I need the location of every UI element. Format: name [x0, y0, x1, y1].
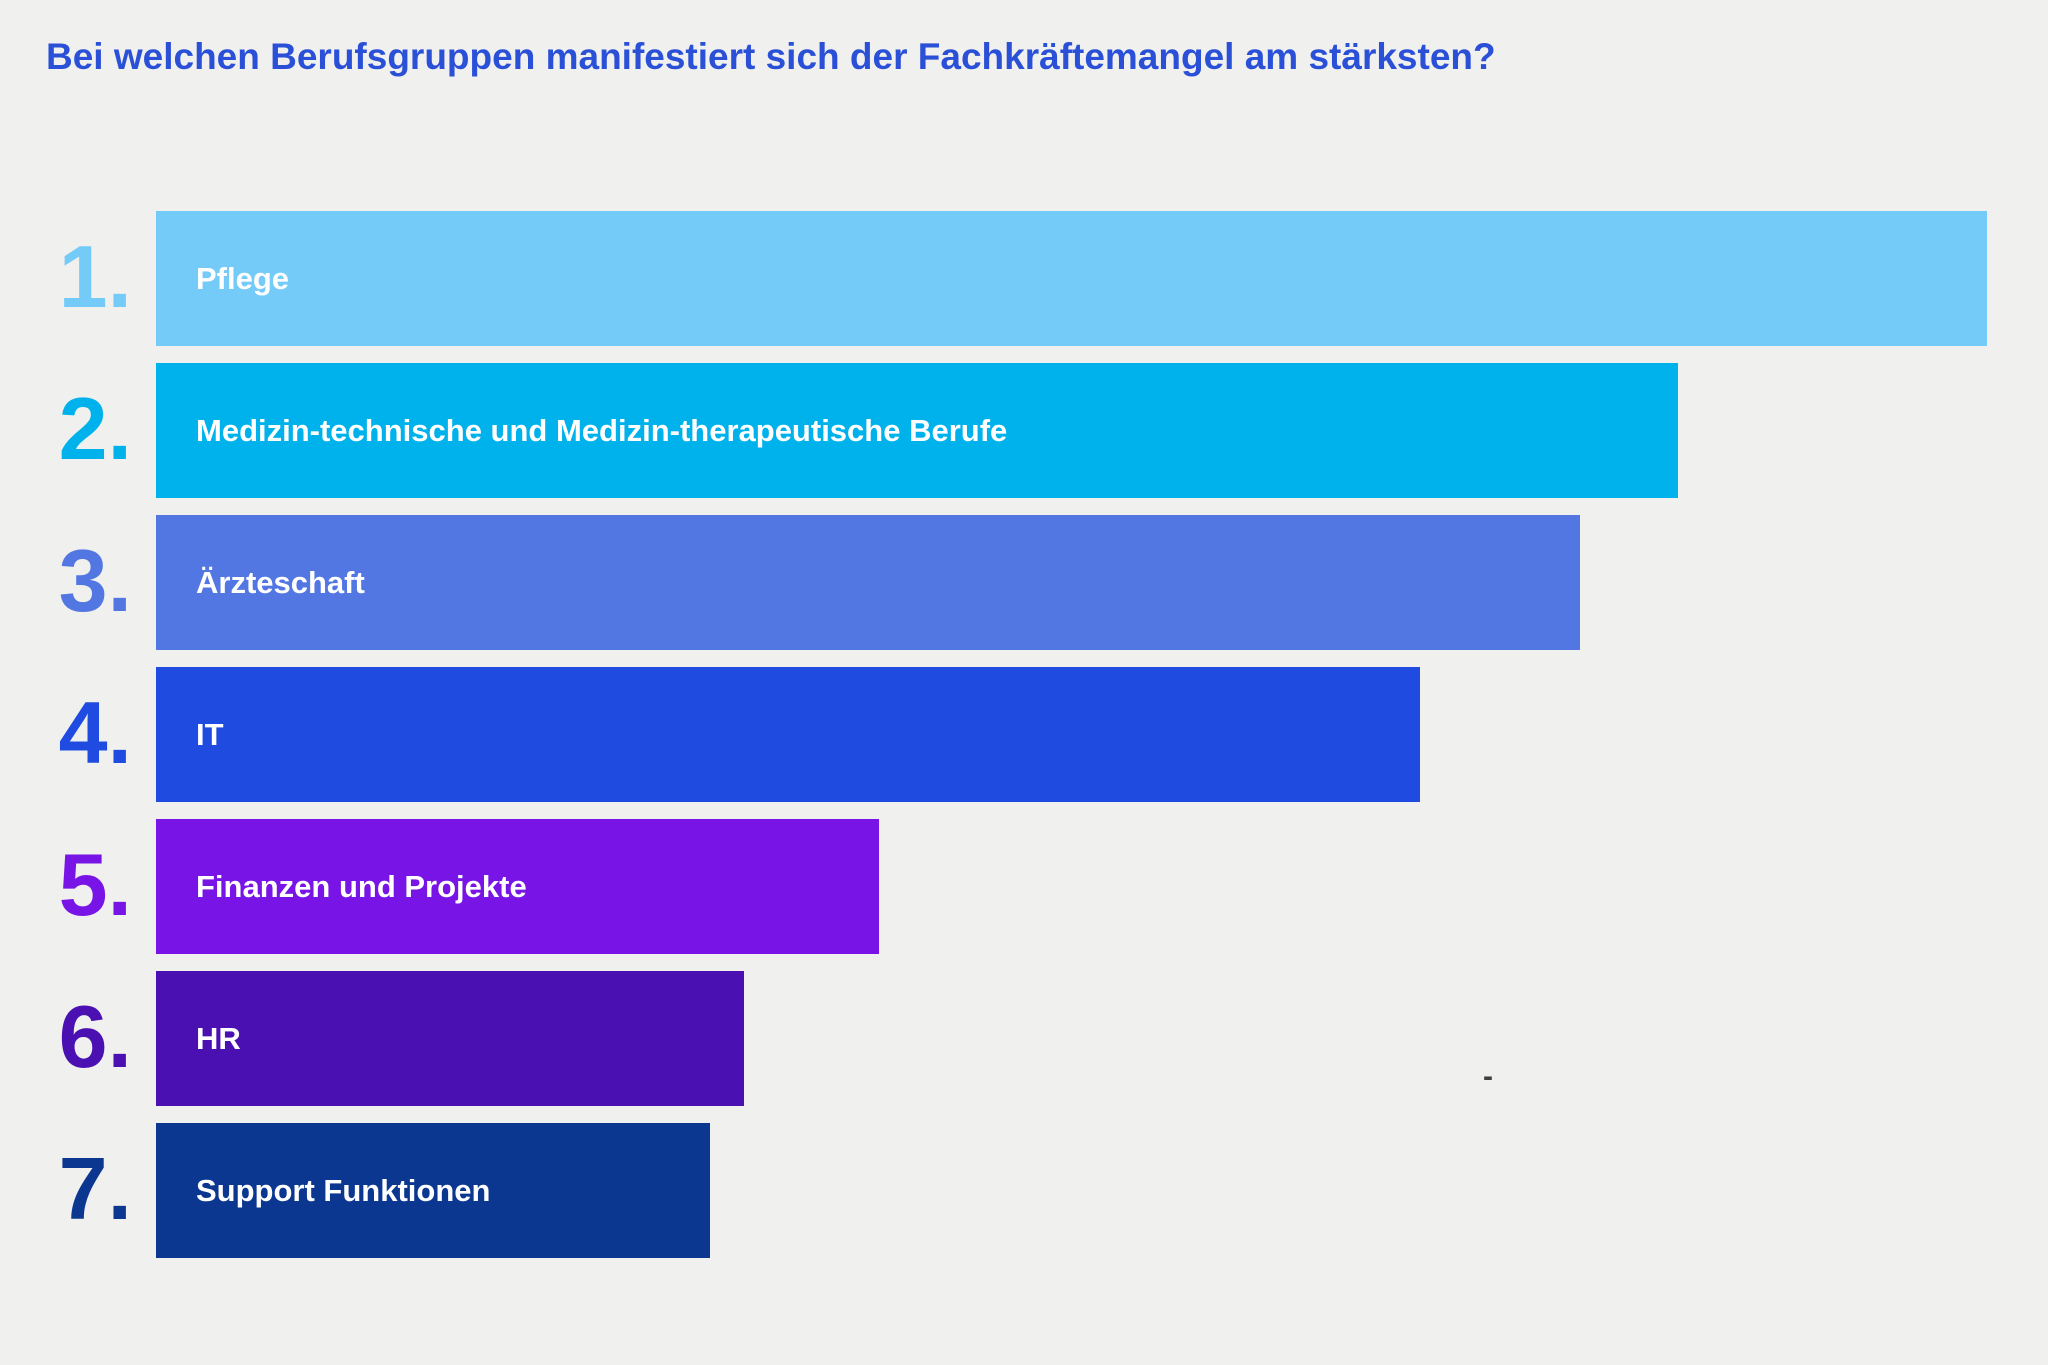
rank-number: 7.: [58, 1139, 132, 1238]
rank-number: 3.: [58, 531, 132, 630]
rank-number: 4.: [58, 683, 132, 782]
bar-row: 4. IT: [0, 667, 2048, 802]
rank-number: 5.: [58, 835, 132, 934]
bar: Ärzteschaft: [156, 515, 1580, 650]
dash-mark: -: [1483, 1060, 1493, 1093]
bar-row: 3. Ärzteschaft: [0, 515, 2048, 650]
bar-label: IT: [196, 716, 224, 752]
bar-row: 5. Finanzen und Projekte: [0, 819, 2048, 954]
bar: IT: [156, 667, 1420, 802]
bar-label: Medizin-technische und Medizin-therapeut…: [196, 412, 1008, 448]
bar-label: Pflege: [196, 260, 290, 296]
bar-chart: 1. Pflege 2. Medizin-technische und Medi…: [0, 211, 2048, 1275]
bar-label: Support Funktionen: [196, 1172, 491, 1208]
bar: Medizin-technische und Medizin-therapeut…: [156, 363, 1678, 498]
bar-label: Ärzteschaft: [196, 564, 365, 600]
bar: Support Funktionen: [156, 1123, 710, 1258]
bar-label: Finanzen und Projekte: [196, 868, 527, 904]
bar: Pflege: [156, 211, 1987, 346]
rank-number: 1.: [58, 227, 132, 326]
bar-row: 7. Support Funktionen: [0, 1123, 2048, 1258]
chart-title: Bei welchen Berufsgruppen manifestiert s…: [46, 36, 1496, 77]
bar: Finanzen und Projekte: [156, 819, 879, 954]
bar-row: 2. Medizin-technische und Medizin-therap…: [0, 363, 2048, 498]
bar: HR: [156, 971, 744, 1106]
bar-row: 6. HR: [0, 971, 2048, 1106]
rank-number: 2.: [58, 379, 132, 478]
bar-row: 1. Pflege: [0, 211, 2048, 346]
bar-label: HR: [196, 1020, 241, 1056]
rank-number: 6.: [58, 987, 132, 1086]
